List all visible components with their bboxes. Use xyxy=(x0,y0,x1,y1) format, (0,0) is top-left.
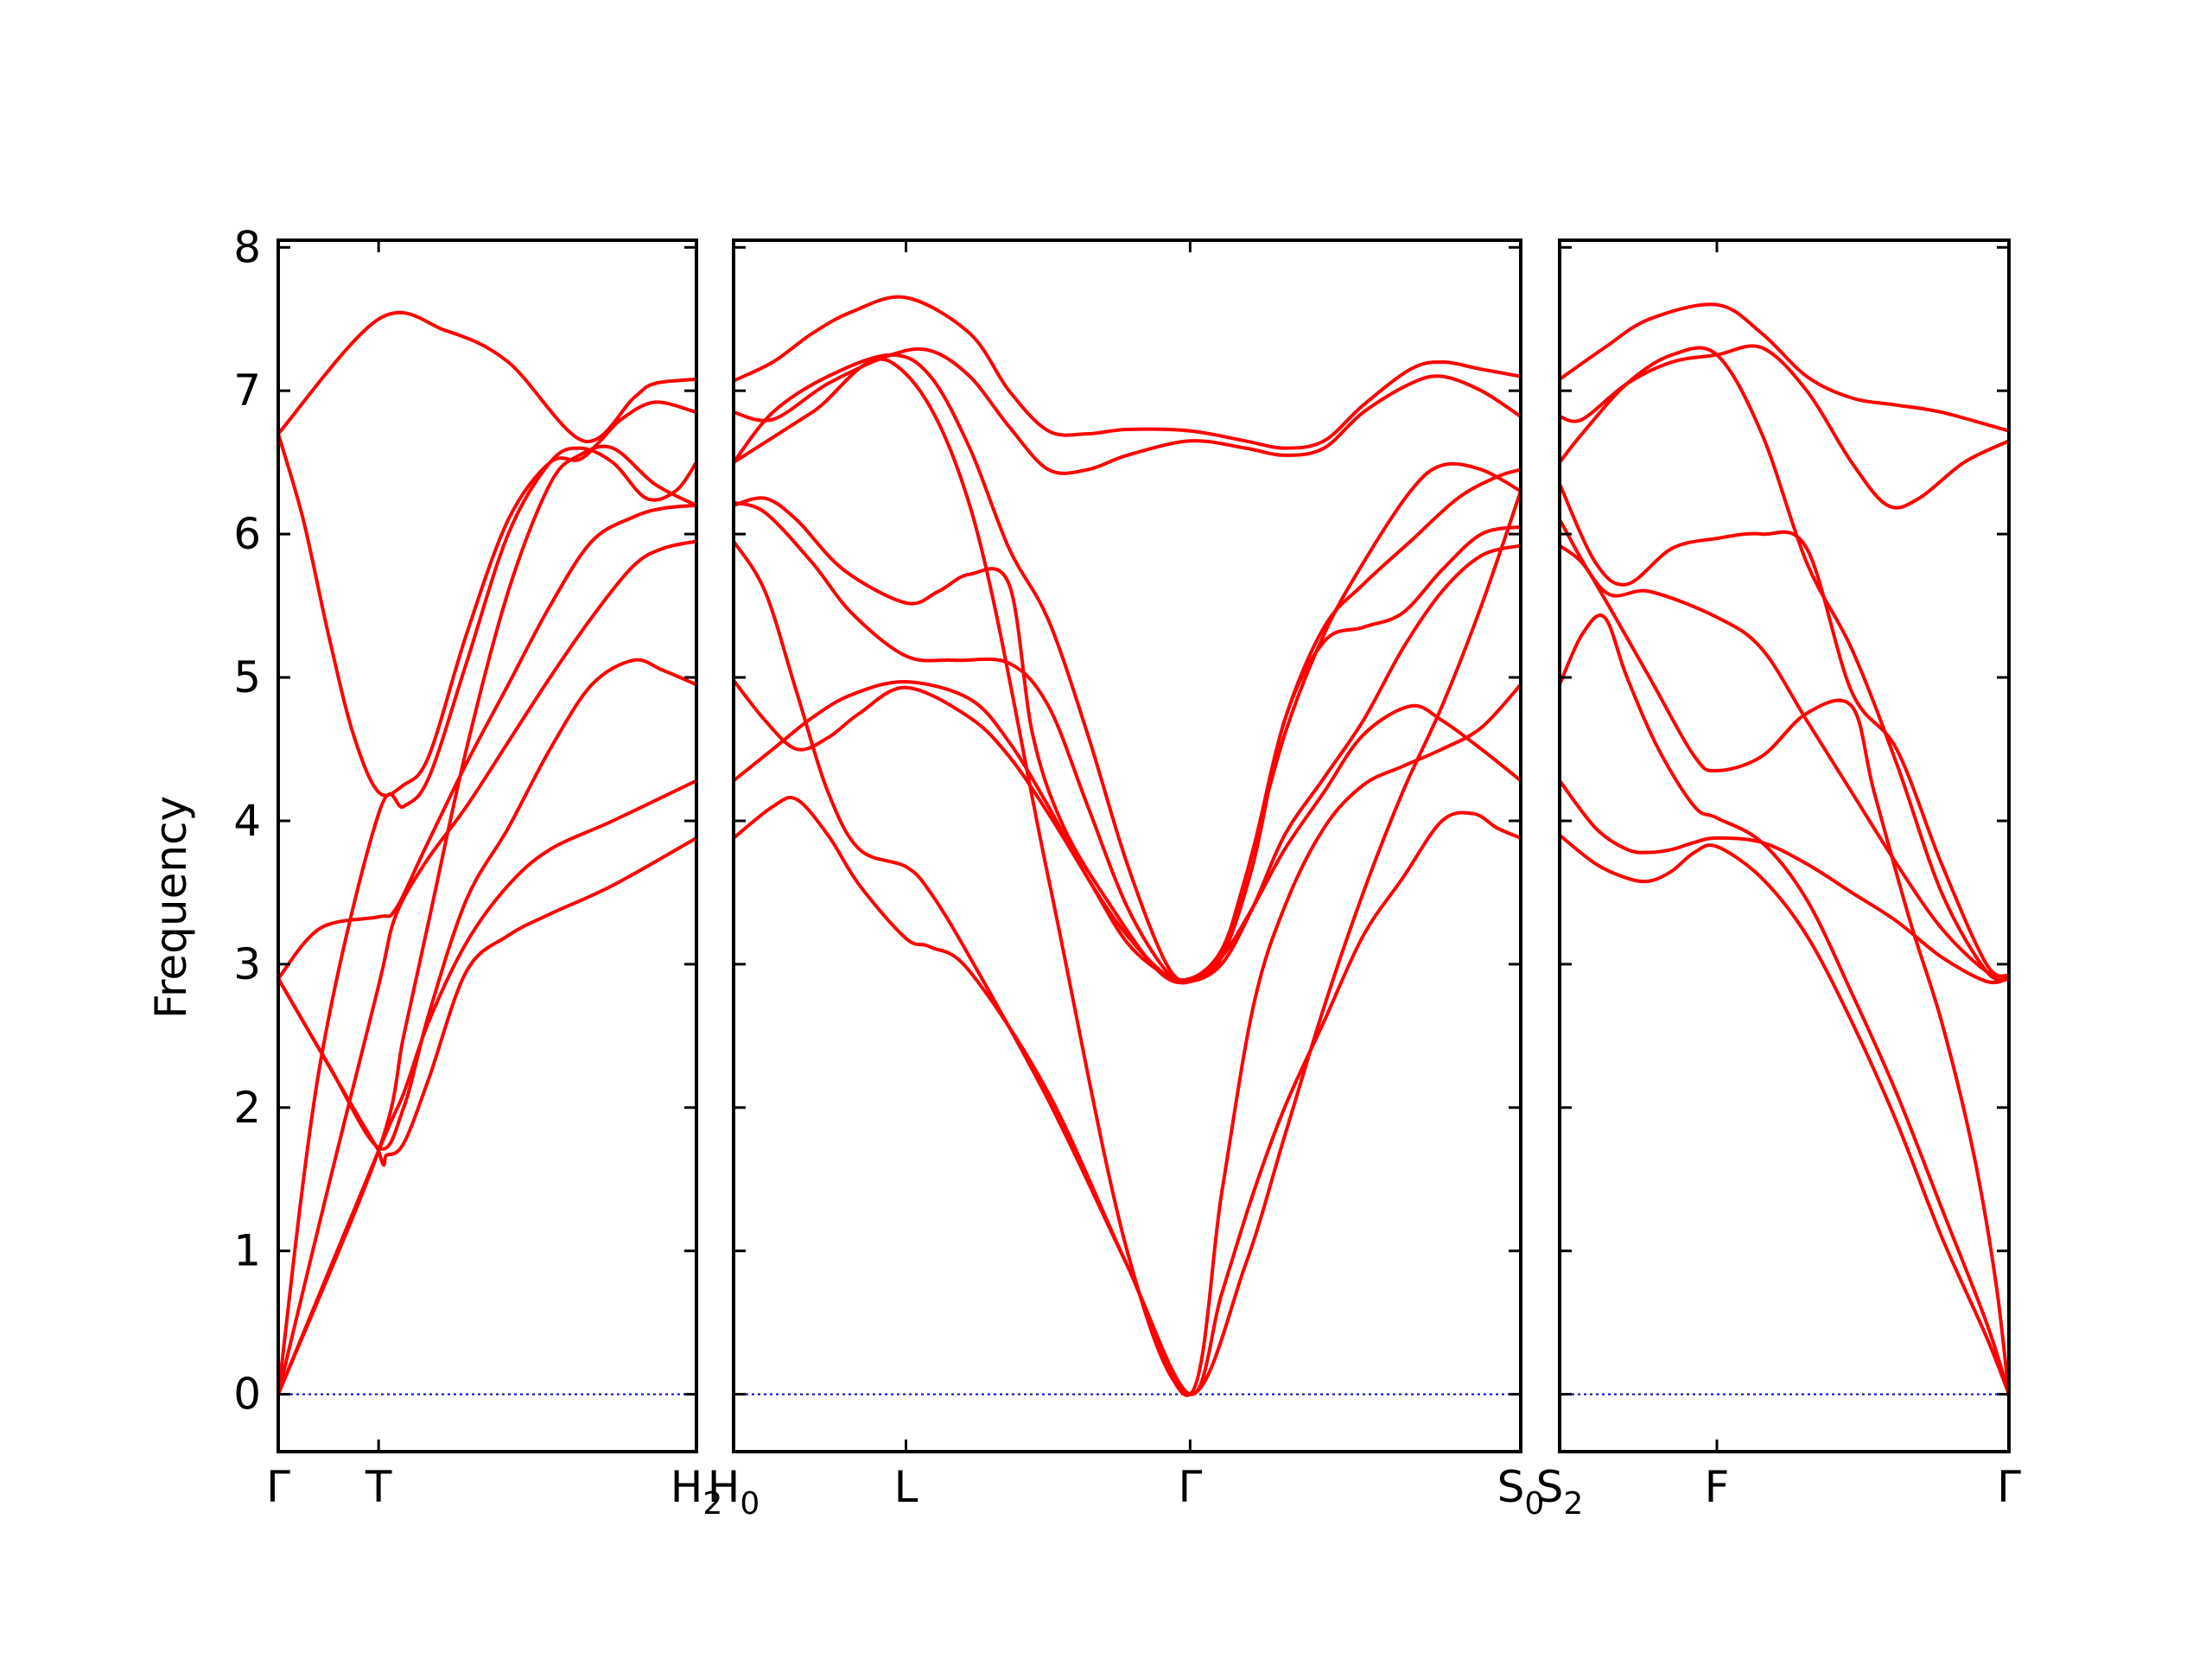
y-tick-label: 4 xyxy=(233,796,261,846)
band-line xyxy=(1558,779,2011,985)
band-line xyxy=(276,658,698,1151)
band-line xyxy=(1558,344,2011,510)
band-line xyxy=(732,539,1522,1397)
panel-frame xyxy=(276,238,698,1453)
x-tick-label: L xyxy=(894,1462,918,1512)
band-line xyxy=(1558,543,2011,1396)
x-tick-label: Γ xyxy=(266,1462,290,1512)
band-line xyxy=(276,836,698,1167)
band-line xyxy=(276,310,698,443)
panel-3: S2 F Γ xyxy=(1536,238,2021,1522)
band-line xyxy=(276,444,698,1396)
y-tick-label: 1 xyxy=(233,1226,261,1276)
panel-frame xyxy=(1558,238,2011,1453)
band-line xyxy=(276,446,698,1396)
band-line xyxy=(1558,613,2011,1396)
band-line xyxy=(276,503,698,981)
panel-1: Γ T H2 xyxy=(266,238,722,1522)
x-tick-label: S0 xyxy=(1497,1462,1545,1522)
y-tick-label: 5 xyxy=(233,652,261,702)
band-line xyxy=(732,353,1522,982)
x-tick-label: F xyxy=(1705,1462,1730,1512)
band-line xyxy=(1558,518,2011,978)
band-line xyxy=(732,295,1522,450)
band-line xyxy=(276,400,698,798)
y-tick-label: 3 xyxy=(233,939,261,989)
band-line xyxy=(276,539,698,1396)
band-line xyxy=(1558,346,2011,982)
y-axis-label: Frequency xyxy=(146,796,196,1019)
band-line xyxy=(1558,482,2011,978)
band-line xyxy=(1558,833,2011,1396)
band-line xyxy=(276,779,698,1396)
x-tick-label: Γ xyxy=(1997,1462,2021,1512)
band-line xyxy=(732,678,1522,985)
y-tick-label: 7 xyxy=(233,365,261,416)
band-line xyxy=(732,357,1522,1396)
x-tick-label: T xyxy=(365,1462,392,1512)
x-tick-label: Γ xyxy=(1178,1462,1202,1512)
y-tick-label: 8 xyxy=(233,222,261,272)
band-line xyxy=(732,500,1522,985)
y-axis-tick-labels: 0 1 2 3 4 5 6 7 8 xyxy=(233,222,261,1419)
panel-2: H0 L Γ S0 xyxy=(708,238,1545,1522)
band-line xyxy=(1558,302,2011,433)
panel-frame xyxy=(732,238,1522,1453)
y-tick-label: 0 xyxy=(233,1370,261,1420)
band-line xyxy=(732,467,1522,985)
y-tick-label: 6 xyxy=(233,509,261,559)
y-tick-label: 2 xyxy=(233,1083,261,1133)
band-line xyxy=(732,795,1522,1396)
